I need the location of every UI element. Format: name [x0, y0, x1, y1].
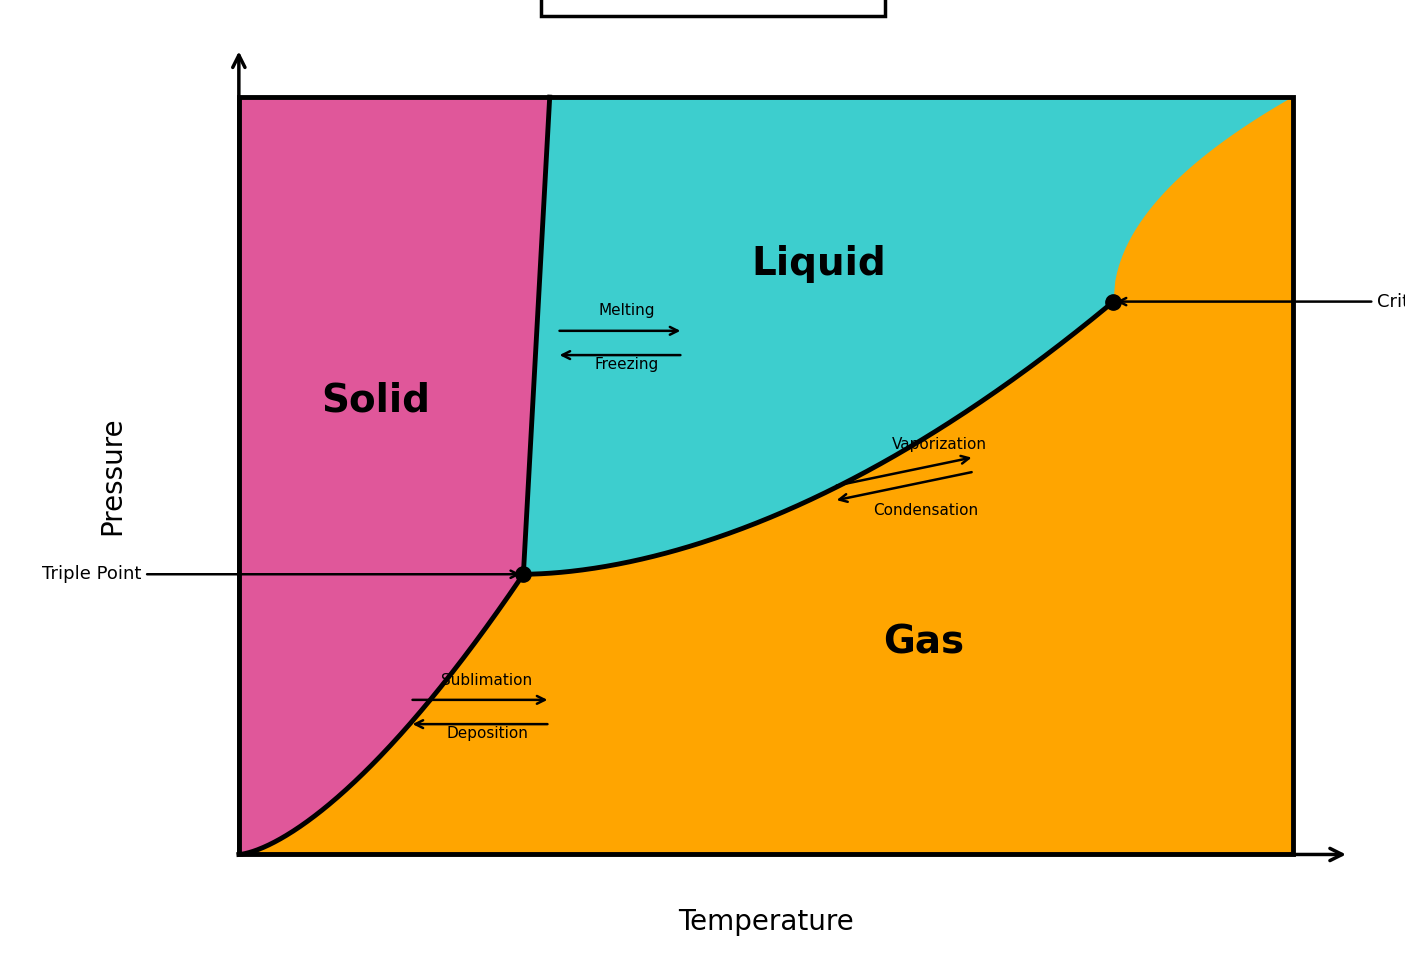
Bar: [239, 97, 1293, 854]
Text: Vaporization: Vaporization: [892, 437, 986, 452]
Text: Pressure: Pressure: [98, 417, 126, 535]
Text: Triple Point: Triple Point: [42, 565, 518, 584]
Text: Critical Point: Critical Point: [1118, 292, 1405, 311]
Text: Deposition: Deposition: [445, 726, 528, 741]
Text: Solid: Solid: [322, 381, 430, 419]
Text: Temperature: Temperature: [677, 909, 854, 936]
Bar: [239, 97, 1293, 854]
Text: Condensation: Condensation: [873, 503, 978, 518]
Text: Melting: Melting: [599, 303, 655, 318]
Polygon shape: [524, 97, 1293, 574]
Text: Liquid: Liquid: [752, 245, 885, 283]
Text: Sublimation: Sublimation: [441, 673, 532, 688]
Polygon shape: [239, 97, 549, 854]
Text: Freezing: Freezing: [594, 357, 659, 372]
Text: Gas: Gas: [884, 623, 964, 661]
